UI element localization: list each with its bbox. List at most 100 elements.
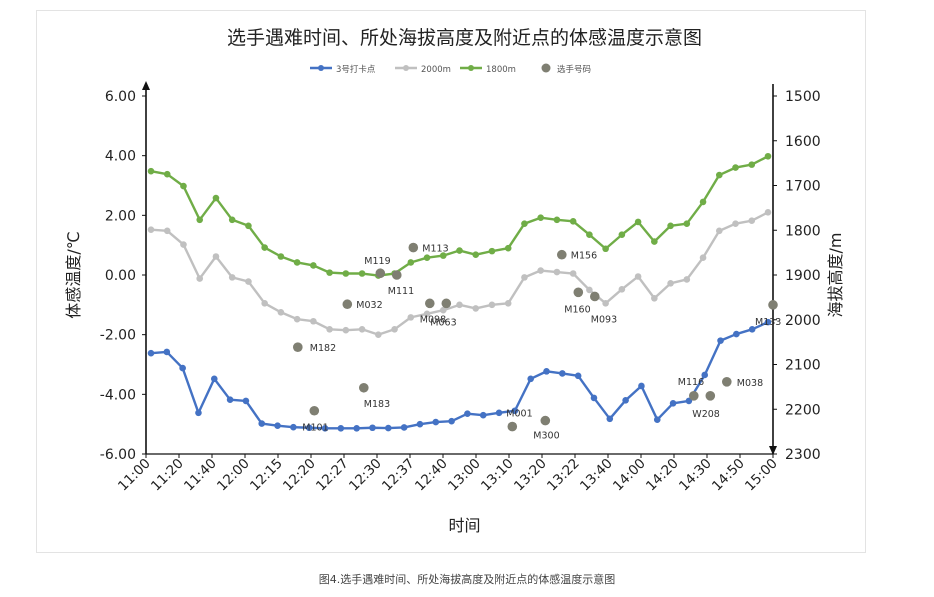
series-3hao-point <box>559 370 566 377</box>
series-2000m-point <box>180 241 187 248</box>
series-3hao-point <box>432 418 440 426</box>
series-3hao-point <box>511 407 519 415</box>
athlete-point <box>425 298 435 309</box>
legend-marker-1 <box>403 65 409 71</box>
series-1800m-point <box>537 214 544 222</box>
series-3hao-point <box>764 318 772 326</box>
series-1800m-point <box>764 152 772 160</box>
series-2000m-point <box>196 275 204 282</box>
series-2000m-point <box>277 308 285 316</box>
series-1800m-line <box>150 155 769 277</box>
series-2000m-point <box>764 209 772 216</box>
legend-label-2: 1800m <box>486 65 516 75</box>
series-3hao-point <box>147 349 155 357</box>
athlete-label: M101 <box>302 423 328 434</box>
athlete-point <box>375 268 386 279</box>
series-2000m-point <box>375 331 382 338</box>
y-tick-label: 4.00 <box>105 149 136 165</box>
series-3hao-point <box>416 420 424 428</box>
series-3hao-point <box>701 371 709 379</box>
series-1800m-point <box>423 254 431 261</box>
athlete-point <box>408 242 419 253</box>
series-3hao-point <box>479 411 487 419</box>
athlete-label: M119 <box>364 256 390 267</box>
series-2000m-point <box>586 286 593 294</box>
series-1800m-point <box>651 238 658 245</box>
x-tick-label: 14:30 <box>676 456 715 495</box>
series-3hao-point <box>226 396 234 404</box>
series-1800m-point <box>180 182 187 190</box>
series-1800m-point <box>163 170 171 178</box>
series-1800m-point <box>147 167 155 175</box>
series-1800m-point <box>342 270 350 277</box>
y-tick-label: 0.00 <box>105 268 136 284</box>
figure-caption: 图4.选手遇难时间、所处海拔高度及附近点的体感温度示意图 <box>318 573 616 586</box>
y-axis-right-arrow <box>769 446 777 455</box>
athlete-label: M160 <box>564 304 590 315</box>
series-1800m-point <box>602 245 609 253</box>
series-1800m-point <box>521 220 528 227</box>
series-2000m-point <box>456 301 463 309</box>
series-3hao-point <box>590 394 598 402</box>
athlete-point <box>768 300 778 310</box>
series-3hao-point <box>369 424 376 432</box>
series-3hao-point <box>606 415 614 423</box>
athlete-point <box>441 298 452 309</box>
x-tick-label: 13:00 <box>445 456 484 495</box>
athlete-label: M063 <box>430 317 456 328</box>
series-1800m-point <box>456 247 463 254</box>
series-1800m-point <box>699 198 707 206</box>
series-2000m-point <box>651 294 658 302</box>
series-3hao-point <box>195 409 202 417</box>
series-1800m-point <box>212 194 220 202</box>
series-1800m-point <box>358 270 366 277</box>
x-tick-label: 12:40 <box>412 456 451 495</box>
athlete-point <box>392 270 402 280</box>
x-tick-label: 13:10 <box>478 456 517 495</box>
x-tick-label: 13:22 <box>544 456 583 495</box>
series-3hao-point <box>717 337 724 344</box>
series-2000m-point <box>472 305 480 312</box>
x-tick-label: 13:40 <box>577 456 616 495</box>
series-2000m-point <box>569 270 577 277</box>
series-1800m-point <box>245 222 252 230</box>
y-tick-label: -4.00 <box>100 387 136 403</box>
series-1800m-point <box>277 253 285 260</box>
series-2000m-point <box>748 217 756 225</box>
athlete-point <box>722 377 732 387</box>
athlete-point <box>540 415 551 426</box>
athlete-label: M038 <box>737 378 763 389</box>
y-tick-label: 2.00 <box>105 208 136 224</box>
series-3hao-point <box>638 382 645 390</box>
series-2000m-point <box>358 325 366 333</box>
series-3hao-point <box>622 397 629 404</box>
x-tick-label: 11:20 <box>148 456 187 495</box>
athlete-label: M093 <box>591 314 617 325</box>
x-tick-label: 12:20 <box>280 456 319 495</box>
series-1800m-point <box>439 252 447 259</box>
athlete-label: M113 <box>422 244 448 255</box>
series-3hao-point <box>385 424 392 432</box>
x-tick-label: 12:30 <box>346 456 385 495</box>
series-1800m-point <box>683 220 691 227</box>
series-3hao-point <box>337 425 345 432</box>
athlete-label: M182 <box>310 343 336 354</box>
x-tick-label: 14:00 <box>610 456 649 495</box>
series-3hao-point <box>163 348 171 356</box>
series-2000m-point <box>439 306 447 314</box>
y2-tick-label: 1900 <box>785 268 821 284</box>
series-1800m-point <box>310 262 317 269</box>
series-3hao-point <box>669 399 677 407</box>
chart-frame: 选手遇难时间、所处海拔高度及附近点的体感温度示意图 3号打卡点 2000m 1800m… <box>36 10 866 553</box>
series-2000m-point <box>326 325 333 333</box>
series-3hao-point <box>290 423 297 431</box>
series-3hao-point <box>448 417 455 425</box>
y2-tick-label: 1700 <box>785 179 821 195</box>
series-1800m-point <box>553 216 561 224</box>
series-3hao-point <box>400 424 408 431</box>
series-1800m-point <box>715 171 723 179</box>
series-1800m-point <box>472 251 480 259</box>
series-3hao-point <box>748 325 756 333</box>
series-3hao-point <box>543 368 550 375</box>
y2-tick-label: 1600 <box>785 134 821 150</box>
